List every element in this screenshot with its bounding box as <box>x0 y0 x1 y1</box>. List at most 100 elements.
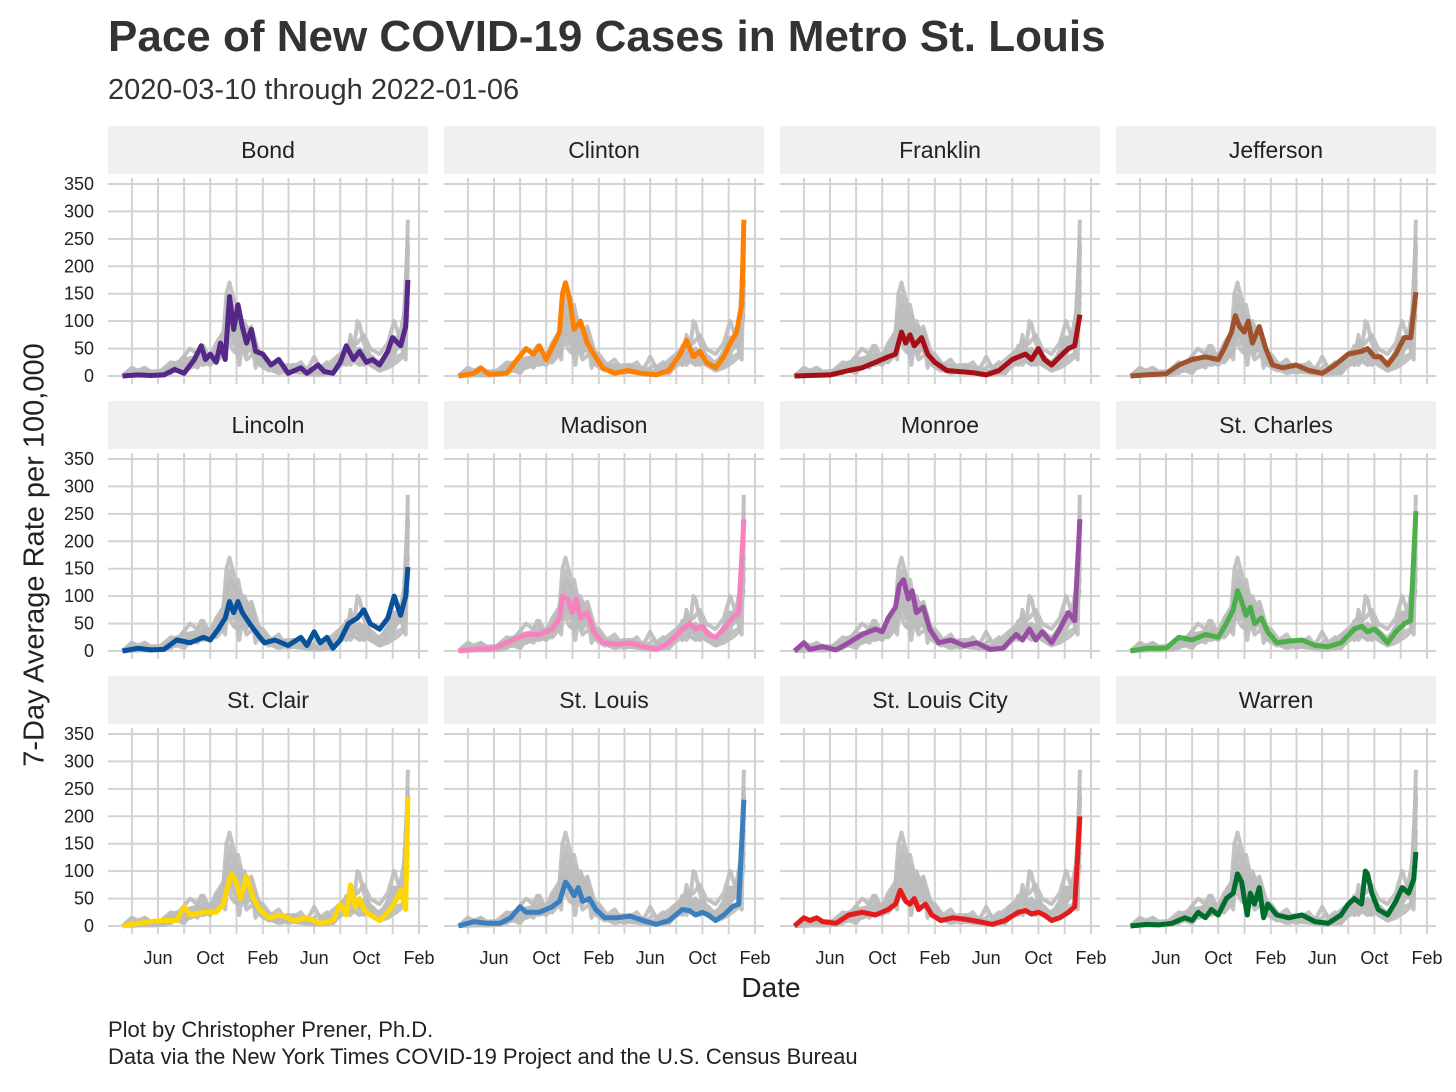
y-tick-label: 100 <box>64 586 94 606</box>
facet-strip <box>108 401 428 449</box>
y-tick-label: 150 <box>64 834 94 854</box>
y-tick-label: 350 <box>64 174 94 194</box>
panel-monroe: Monroe <box>780 401 1100 659</box>
x-tick-label: Oct <box>688 948 716 968</box>
series-line <box>794 314 1083 379</box>
panel-franklin: Franklin <box>780 126 1100 384</box>
facet-strip <box>1116 401 1436 449</box>
background-series-line <box>794 576 1082 653</box>
x-tick-label: Feb <box>739 948 770 968</box>
series-line <box>792 816 1083 928</box>
panel-jefferson: Jefferson <box>1116 126 1436 384</box>
x-tick-label: Jun <box>636 948 665 968</box>
x-tick-label: Feb <box>919 948 950 968</box>
x-tick-label: Jun <box>300 948 329 968</box>
panel-st-clair: St. Clair 0 50 100 150 200 250 300 350 Jun Oct Feb J… <box>64 676 435 968</box>
y-tick-label: 200 <box>64 806 94 826</box>
caption-source: Data via the New York Times COVID-19 Pro… <box>108 1044 858 1069</box>
x-tick-label: Feb <box>583 948 614 968</box>
y-tick-label: 200 <box>64 256 94 276</box>
facet-label: Franklin <box>899 137 981 163</box>
x-tick-label: Feb <box>1411 948 1442 968</box>
panel-madison: Madison <box>444 401 764 659</box>
facet-strip <box>108 676 428 724</box>
x-tick-label: Jun <box>815 948 844 968</box>
series-line <box>792 519 1083 653</box>
facet-label: St. Charles <box>1219 412 1333 438</box>
y-tick-label: 250 <box>64 779 94 799</box>
x-tick-label: Oct <box>196 948 224 968</box>
facet-strip <box>780 676 1100 724</box>
y-tick-label: 0 <box>84 641 94 661</box>
facet-strip <box>444 126 764 174</box>
x-tick-label: Oct <box>352 948 380 968</box>
series-line <box>122 566 411 654</box>
x-tick-label: Jun <box>479 948 508 968</box>
facet-strip <box>1116 676 1436 724</box>
background-series-line <box>1130 576 1418 653</box>
series-line <box>1130 510 1419 654</box>
y-tick-label: 150 <box>64 284 94 304</box>
x-tick-label: Oct <box>1024 948 1052 968</box>
x-tick-label: Oct <box>868 948 896 968</box>
facet-strip <box>780 126 1100 174</box>
series-line <box>122 797 411 929</box>
series-line <box>458 519 747 654</box>
y-tick-label: 50 <box>74 614 94 634</box>
facet-strip <box>1116 126 1436 174</box>
background-series-line <box>122 301 410 378</box>
x-tick-label: Oct <box>1204 948 1232 968</box>
x-tick-label: Feb <box>1075 948 1106 968</box>
background-series-line <box>458 851 746 928</box>
x-tick-label: Oct <box>1360 948 1388 968</box>
facet-strip <box>108 126 428 174</box>
y-tick-label: 100 <box>64 311 94 331</box>
series-line <box>457 799 747 929</box>
y-tick-label: 250 <box>64 504 94 524</box>
x-tick-label: Jun <box>1308 948 1337 968</box>
facet-label: Clinton <box>568 137 640 163</box>
y-tick-label: 300 <box>64 201 94 221</box>
x-tick-label: Jun <box>1151 948 1180 968</box>
x-tick-label: Jun <box>972 948 1001 968</box>
series-line <box>458 219 747 379</box>
panel-lincoln: Lincoln 0 50 100 150 200 250 300 350 <box>64 401 428 661</box>
caption-author: Plot by Christopher Prener, Ph.D. <box>108 1017 434 1042</box>
y-tick-label: 50 <box>74 339 94 359</box>
facet-label: Lincoln <box>232 412 305 438</box>
y-tick-label: 350 <box>64 724 94 744</box>
facet-label: Madison <box>561 412 648 438</box>
panel-clinton: Clinton <box>444 126 764 384</box>
facet-label: Warren <box>1239 687 1314 713</box>
facet-strip <box>444 401 764 449</box>
facet-label: Bond <box>241 137 295 163</box>
y-tick-label: 300 <box>64 751 94 771</box>
y-tick-label: 150 <box>64 559 94 579</box>
facet-label: Jefferson <box>1229 137 1323 163</box>
panel-bond: Bond 0 50 100 150 200 250 300 350 <box>64 126 428 386</box>
y-tick-label: 0 <box>84 366 94 386</box>
x-tick-label: Jun <box>143 948 172 968</box>
x-tick-label: Feb <box>247 948 278 968</box>
chart-title: Pace of New COVID-19 Cases in Metro St. … <box>108 12 1106 61</box>
x-tick-label: Oct <box>532 948 560 968</box>
chart-subtitle: 2020-03-10 through 2022-01-06 <box>108 74 520 106</box>
background-series-line <box>458 301 746 378</box>
facet-label: St. Clair <box>227 687 309 713</box>
x-tick-label: Feb <box>1255 948 1286 968</box>
series-line <box>122 279 411 379</box>
y-tick-label: 0 <box>84 916 94 936</box>
panel-warren: Warren Jun Oct Feb Jun Oct Feb <box>1116 676 1443 968</box>
y-tick-label: 50 <box>74 889 94 909</box>
panel-st-louis: St. Louis Jun Oct Feb Jun Oct Feb <box>444 676 771 968</box>
series-line <box>1130 291 1419 379</box>
y-tick-label: 200 <box>64 531 94 551</box>
facet-strip <box>444 676 764 724</box>
panel-st-charles: St. Charles <box>1116 401 1436 659</box>
facet-label: St. Louis City <box>872 687 1008 713</box>
facet-label: Monroe <box>901 412 979 438</box>
y-tick-label: 250 <box>64 229 94 249</box>
series-line <box>1130 851 1419 929</box>
x-axis-label: Date <box>741 972 801 1003</box>
